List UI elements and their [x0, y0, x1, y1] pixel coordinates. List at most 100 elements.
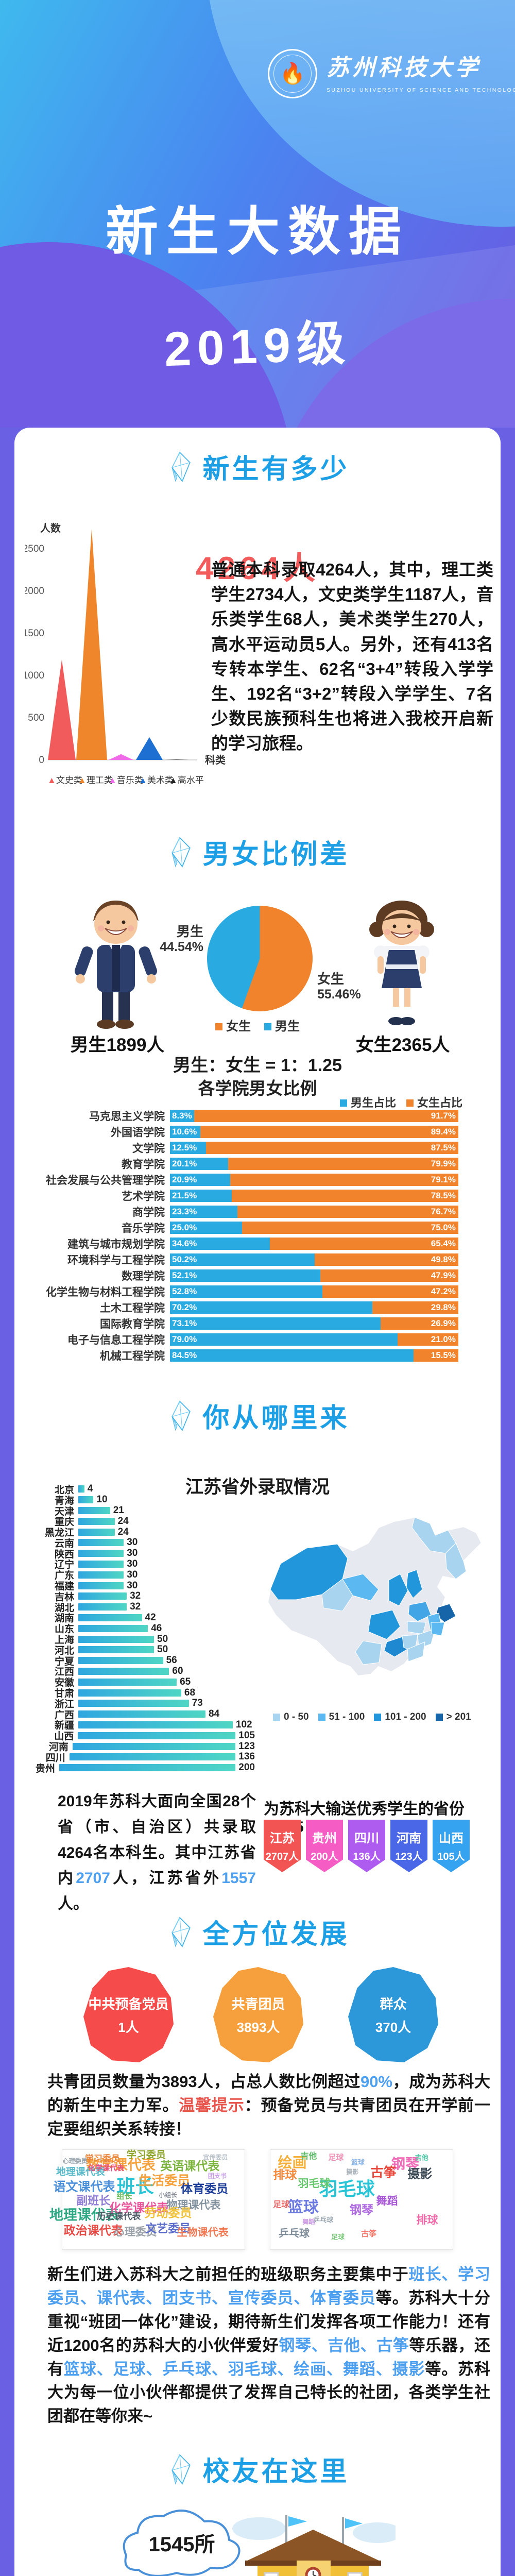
male-pct-label: 20.9%	[172, 1174, 197, 1184]
province-row: 天津 21	[28, 1505, 255, 1517]
wordcloud-word: 心理委员	[62, 2157, 88, 2165]
male-segment: 12.5%	[170, 1141, 206, 1154]
triangle-bar	[164, 759, 189, 760]
province-row: 甘肃 68	[28, 1687, 255, 1700]
gender-ratio: 男生：女生 = 1：1.25	[173, 1056, 342, 1075]
college-row: 机械工程学院 84.5% 15.5%	[15, 1347, 484, 1363]
province-label: 安徽	[54, 1677, 74, 1689]
college-label: 环境科学与工程学院	[67, 1254, 165, 1266]
province-bar	[78, 1517, 115, 1525]
section-header-development: 全方位发展	[0, 1912, 515, 1951]
cloud-callout: 1545所	[123, 2510, 241, 2576]
college-label: 化学生物与材料工程学院	[46, 1286, 165, 1298]
pie-value-male: 44.54%	[160, 940, 203, 954]
y-tick: 2000	[25, 586, 44, 597]
triangle-bar	[136, 737, 163, 760]
wordcloud-word: 文艺委员	[145, 2222, 191, 2235]
province-row: 四川 136	[28, 1751, 255, 1764]
badge-count: 370人	[375, 2019, 411, 2035]
legend-swatch-icon	[273, 1714, 280, 1721]
origami-gem-icon	[171, 451, 191, 482]
province-bar	[78, 1560, 124, 1568]
college-chart-title: 各学院男女比例	[198, 1079, 317, 1098]
wordcloud-word: 团支书	[208, 2172, 227, 2180]
wordcloud-word: 钢琴	[350, 2202, 373, 2216]
badge-count: 123人	[395, 1851, 423, 1862]
badge-count: 3893人	[236, 2019, 280, 2035]
badge-province: 山西	[439, 1832, 464, 1845]
male-pct-label: 50.2%	[172, 1254, 197, 1264]
legend-item-female: 女生	[215, 1016, 251, 1034]
province-value: 32	[130, 1590, 141, 1602]
province-bar	[78, 1710, 205, 1718]
wordcloud-word: 吉他	[415, 2154, 428, 2161]
province-bar	[78, 1539, 124, 1547]
wordcloud-word: 古筝	[361, 2229, 377, 2239]
wordcloud-word: 组长	[116, 2192, 132, 2201]
province-bar	[69, 1753, 236, 1761]
section-header-gender: 男女比例差	[0, 833, 515, 871]
triangle-bar	[109, 754, 133, 760]
political-badge: 群众 370人	[348, 1967, 438, 2062]
province-row: 广西 84	[28, 1708, 255, 1721]
female-swatch-icon	[406, 1099, 414, 1107]
female-pct-label: 21.0%	[431, 1334, 456, 1344]
female-segment: 75.0%	[242, 1221, 458, 1234]
wordcloud-word: 副班长	[76, 2194, 111, 2207]
female-segment: 65.4%	[269, 1237, 458, 1250]
province-label: 吉林	[54, 1591, 74, 1603]
province-label: 贵州	[35, 1763, 55, 1774]
province-label: 青海	[54, 1495, 74, 1506]
female-pct-label: 91.7%	[431, 1110, 456, 1121]
male-pct-label: 10.6%	[172, 1126, 197, 1137]
legend-label: 0 - 50	[284, 1711, 309, 1722]
wordcloud-word: 英语课代表	[160, 2159, 220, 2173]
wordcloud-word: 吉他	[300, 2151, 317, 2161]
college-bar: 52.8% 47.2%	[170, 1285, 458, 1298]
province-label: 福建	[54, 1581, 74, 1592]
college-label: 建筑与城市规划学院	[67, 1238, 165, 1250]
flame-icon: 🔥	[280, 62, 305, 85]
male-segment: 23.3%	[170, 1205, 237, 1218]
college-bar: 8.3% 91.7%	[170, 1109, 458, 1122]
province-row: 广东 30	[28, 1569, 255, 1582]
badge-count: 136人	[353, 1851, 381, 1862]
male-swatch-icon	[264, 1023, 271, 1030]
college-chart-rows: 马克思主义学院 8.3% 91.7% 外国语学院 10.6% 89.4% 文学院 12.5% 8…	[15, 1108, 484, 1363]
wordcloud-word: 羽毛球	[298, 2177, 331, 2190]
wordcloud-word: 化学课代表	[88, 2163, 124, 2172]
male-segment: 84.5%	[170, 1349, 414, 1362]
province-label: 甘肃	[54, 1688, 74, 1700]
male-pct-label: 70.2%	[172, 1302, 197, 1312]
province-label: 山东	[54, 1624, 74, 1635]
college-label: 社会发展与公共管理学院	[46, 1174, 165, 1187]
wordcloud-word: 劳动委员	[144, 2206, 192, 2219]
college-row: 社会发展与公共管理学院 20.9% 79.1%	[15, 1172, 484, 1188]
province-value: 30	[127, 1569, 138, 1580]
province-label: 浙江	[54, 1699, 74, 1710]
legend-swatch-icon	[374, 1714, 382, 1721]
province-value: 102	[235, 1719, 252, 1730]
male-pct-label: 34.6%	[172, 1238, 197, 1248]
y-tick: 0	[39, 755, 44, 766]
male-pct-label: 23.3%	[172, 1206, 197, 1216]
section-title: 全方位发展	[202, 1920, 350, 1950]
province-bar	[78, 1528, 115, 1536]
province-bar	[78, 1678, 177, 1686]
province-label: 广东	[54, 1570, 74, 1582]
college-bar: 20.1% 79.9%	[170, 1157, 458, 1170]
province-value: 136	[238, 1751, 255, 1762]
female-pct-label: 65.4%	[431, 1238, 456, 1248]
province-value: 32	[130, 1601, 141, 1613]
section-title: 男女比例差	[202, 840, 350, 870]
schools-count: 1545所	[149, 2533, 215, 2556]
y-axis-label: 人数	[40, 522, 61, 534]
male-segment: 20.1%	[170, 1157, 228, 1170]
pie-label-female: 女生	[317, 971, 345, 987]
province-row: 江西 60	[28, 1666, 255, 1678]
male-segment: 52.8%	[170, 1285, 322, 1298]
province-row: 安徽 65	[28, 1676, 255, 1689]
male-segment: 34.6%	[170, 1237, 270, 1250]
province-value: 123	[238, 1740, 255, 1752]
